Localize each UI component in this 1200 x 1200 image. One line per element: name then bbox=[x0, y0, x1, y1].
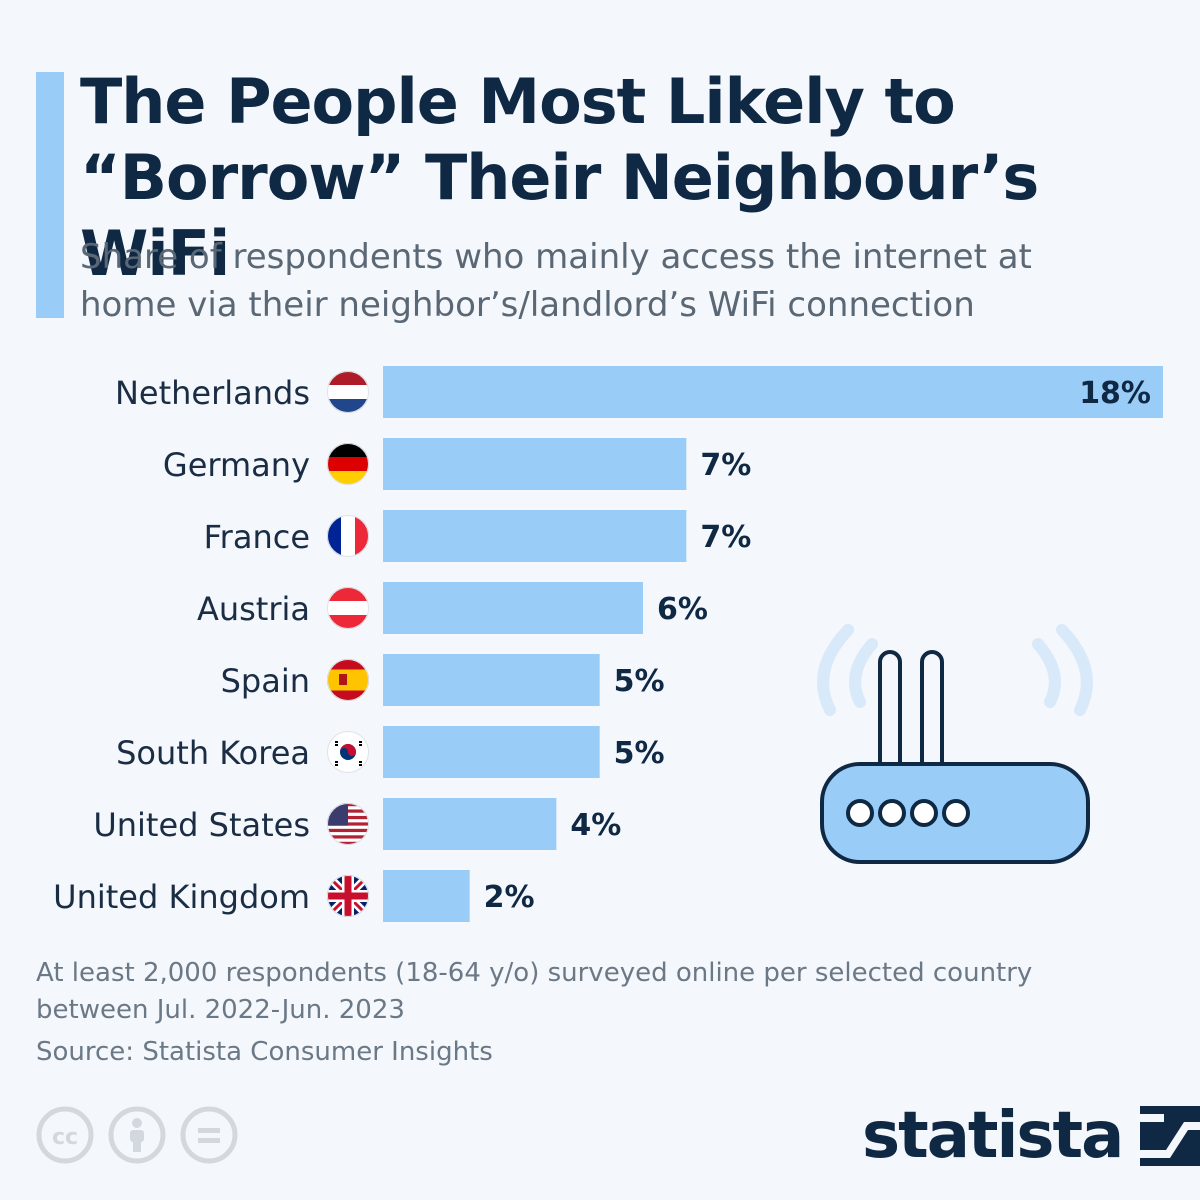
united-kingdom-flag-icon bbox=[327, 875, 369, 917]
bar-row: South Korea 5% bbox=[116, 726, 665, 778]
svg-text:cc: cc bbox=[52, 1125, 78, 1150]
bar-row: Netherlands 18% bbox=[115, 366, 1163, 418]
bar-row: Austria 6% bbox=[197, 582, 708, 634]
logo-text: statista bbox=[862, 1099, 1124, 1173]
netherlands-flag-icon bbox=[327, 371, 369, 413]
attribution-icon[interactable] bbox=[108, 1106, 166, 1164]
value-label: 7% bbox=[700, 448, 751, 483]
value-label: 7% bbox=[700, 520, 751, 555]
no-derivatives-icon[interactable] bbox=[180, 1106, 238, 1164]
value-label: 6% bbox=[657, 592, 708, 627]
footnote: At least 2,000 respondents (18-64 y/o) s… bbox=[36, 955, 1156, 1029]
accent-bar bbox=[36, 72, 64, 318]
license-icons: cc bbox=[36, 1106, 238, 1164]
bar bbox=[383, 654, 600, 706]
source-note: Source: Statista Consumer Insights bbox=[36, 1037, 493, 1067]
category-label: South Korea bbox=[116, 734, 310, 772]
bar bbox=[383, 582, 643, 634]
bar-row: Germany 7% bbox=[163, 438, 751, 490]
bar bbox=[383, 870, 470, 922]
wifi-router-icon bbox=[817, 624, 1093, 864]
spain-flag-icon bbox=[327, 659, 369, 701]
chart-subtitle: Share of respondents who mainly access t… bbox=[80, 233, 1170, 329]
bar bbox=[383, 798, 557, 850]
austria-flag-icon bbox=[327, 587, 369, 629]
category-label: Spain bbox=[221, 662, 310, 700]
category-label: United Kingdom bbox=[53, 878, 310, 916]
chart-title: The People Most Likely to “Borrow” Their… bbox=[80, 64, 1180, 292]
title-line-2: “Borrow” Their Neighbour’s WiFi bbox=[80, 141, 1039, 290]
south-korea-flag-icon bbox=[327, 731, 369, 773]
bar bbox=[383, 366, 1163, 418]
bar-row: United States 4% bbox=[93, 798, 621, 850]
statista-logo-mark-icon bbox=[1140, 1106, 1200, 1166]
value-label: 2% bbox=[484, 880, 535, 915]
bar-row: United Kingdom 2% bbox=[53, 870, 535, 922]
statista-logo[interactable]: statista bbox=[862, 1096, 1200, 1176]
creative-commons-icon[interactable]: cc bbox=[36, 1106, 94, 1164]
subtitle-line-2: home via their neighbor’s/landlord’s WiF… bbox=[80, 285, 975, 325]
germany-flag-icon bbox=[327, 443, 369, 485]
category-label: Austria bbox=[197, 590, 310, 628]
bar-row: France 7% bbox=[204, 510, 751, 562]
bar-chart: Netherlands 18% Germany 7% France 7% Austria 6%… bbox=[53, 366, 1163, 922]
bar bbox=[383, 726, 600, 778]
united-states-flag-icon bbox=[327, 803, 369, 845]
value-label: 18% bbox=[1079, 376, 1151, 411]
bar-row: Spain 5% bbox=[221, 654, 665, 706]
france-flag-icon bbox=[327, 515, 369, 557]
footnote-line-2: between Jul. 2022-Jun. 2023 bbox=[36, 995, 405, 1025]
category-label: Netherlands bbox=[115, 374, 310, 412]
value-label: 4% bbox=[570, 808, 621, 843]
value-label: 5% bbox=[614, 736, 665, 771]
title-line-1: The People Most Likely to bbox=[80, 65, 956, 138]
subtitle-line-1: Share of respondents who mainly access t… bbox=[80, 237, 1032, 277]
category-label: United States bbox=[93, 806, 310, 844]
footnote-line-1: At least 2,000 respondents (18-64 y/o) s… bbox=[36, 958, 1033, 988]
category-label: Germany bbox=[163, 446, 310, 484]
category-label: France bbox=[204, 518, 310, 556]
bar bbox=[383, 438, 687, 490]
bar bbox=[383, 510, 687, 562]
value-label: 5% bbox=[614, 664, 665, 699]
